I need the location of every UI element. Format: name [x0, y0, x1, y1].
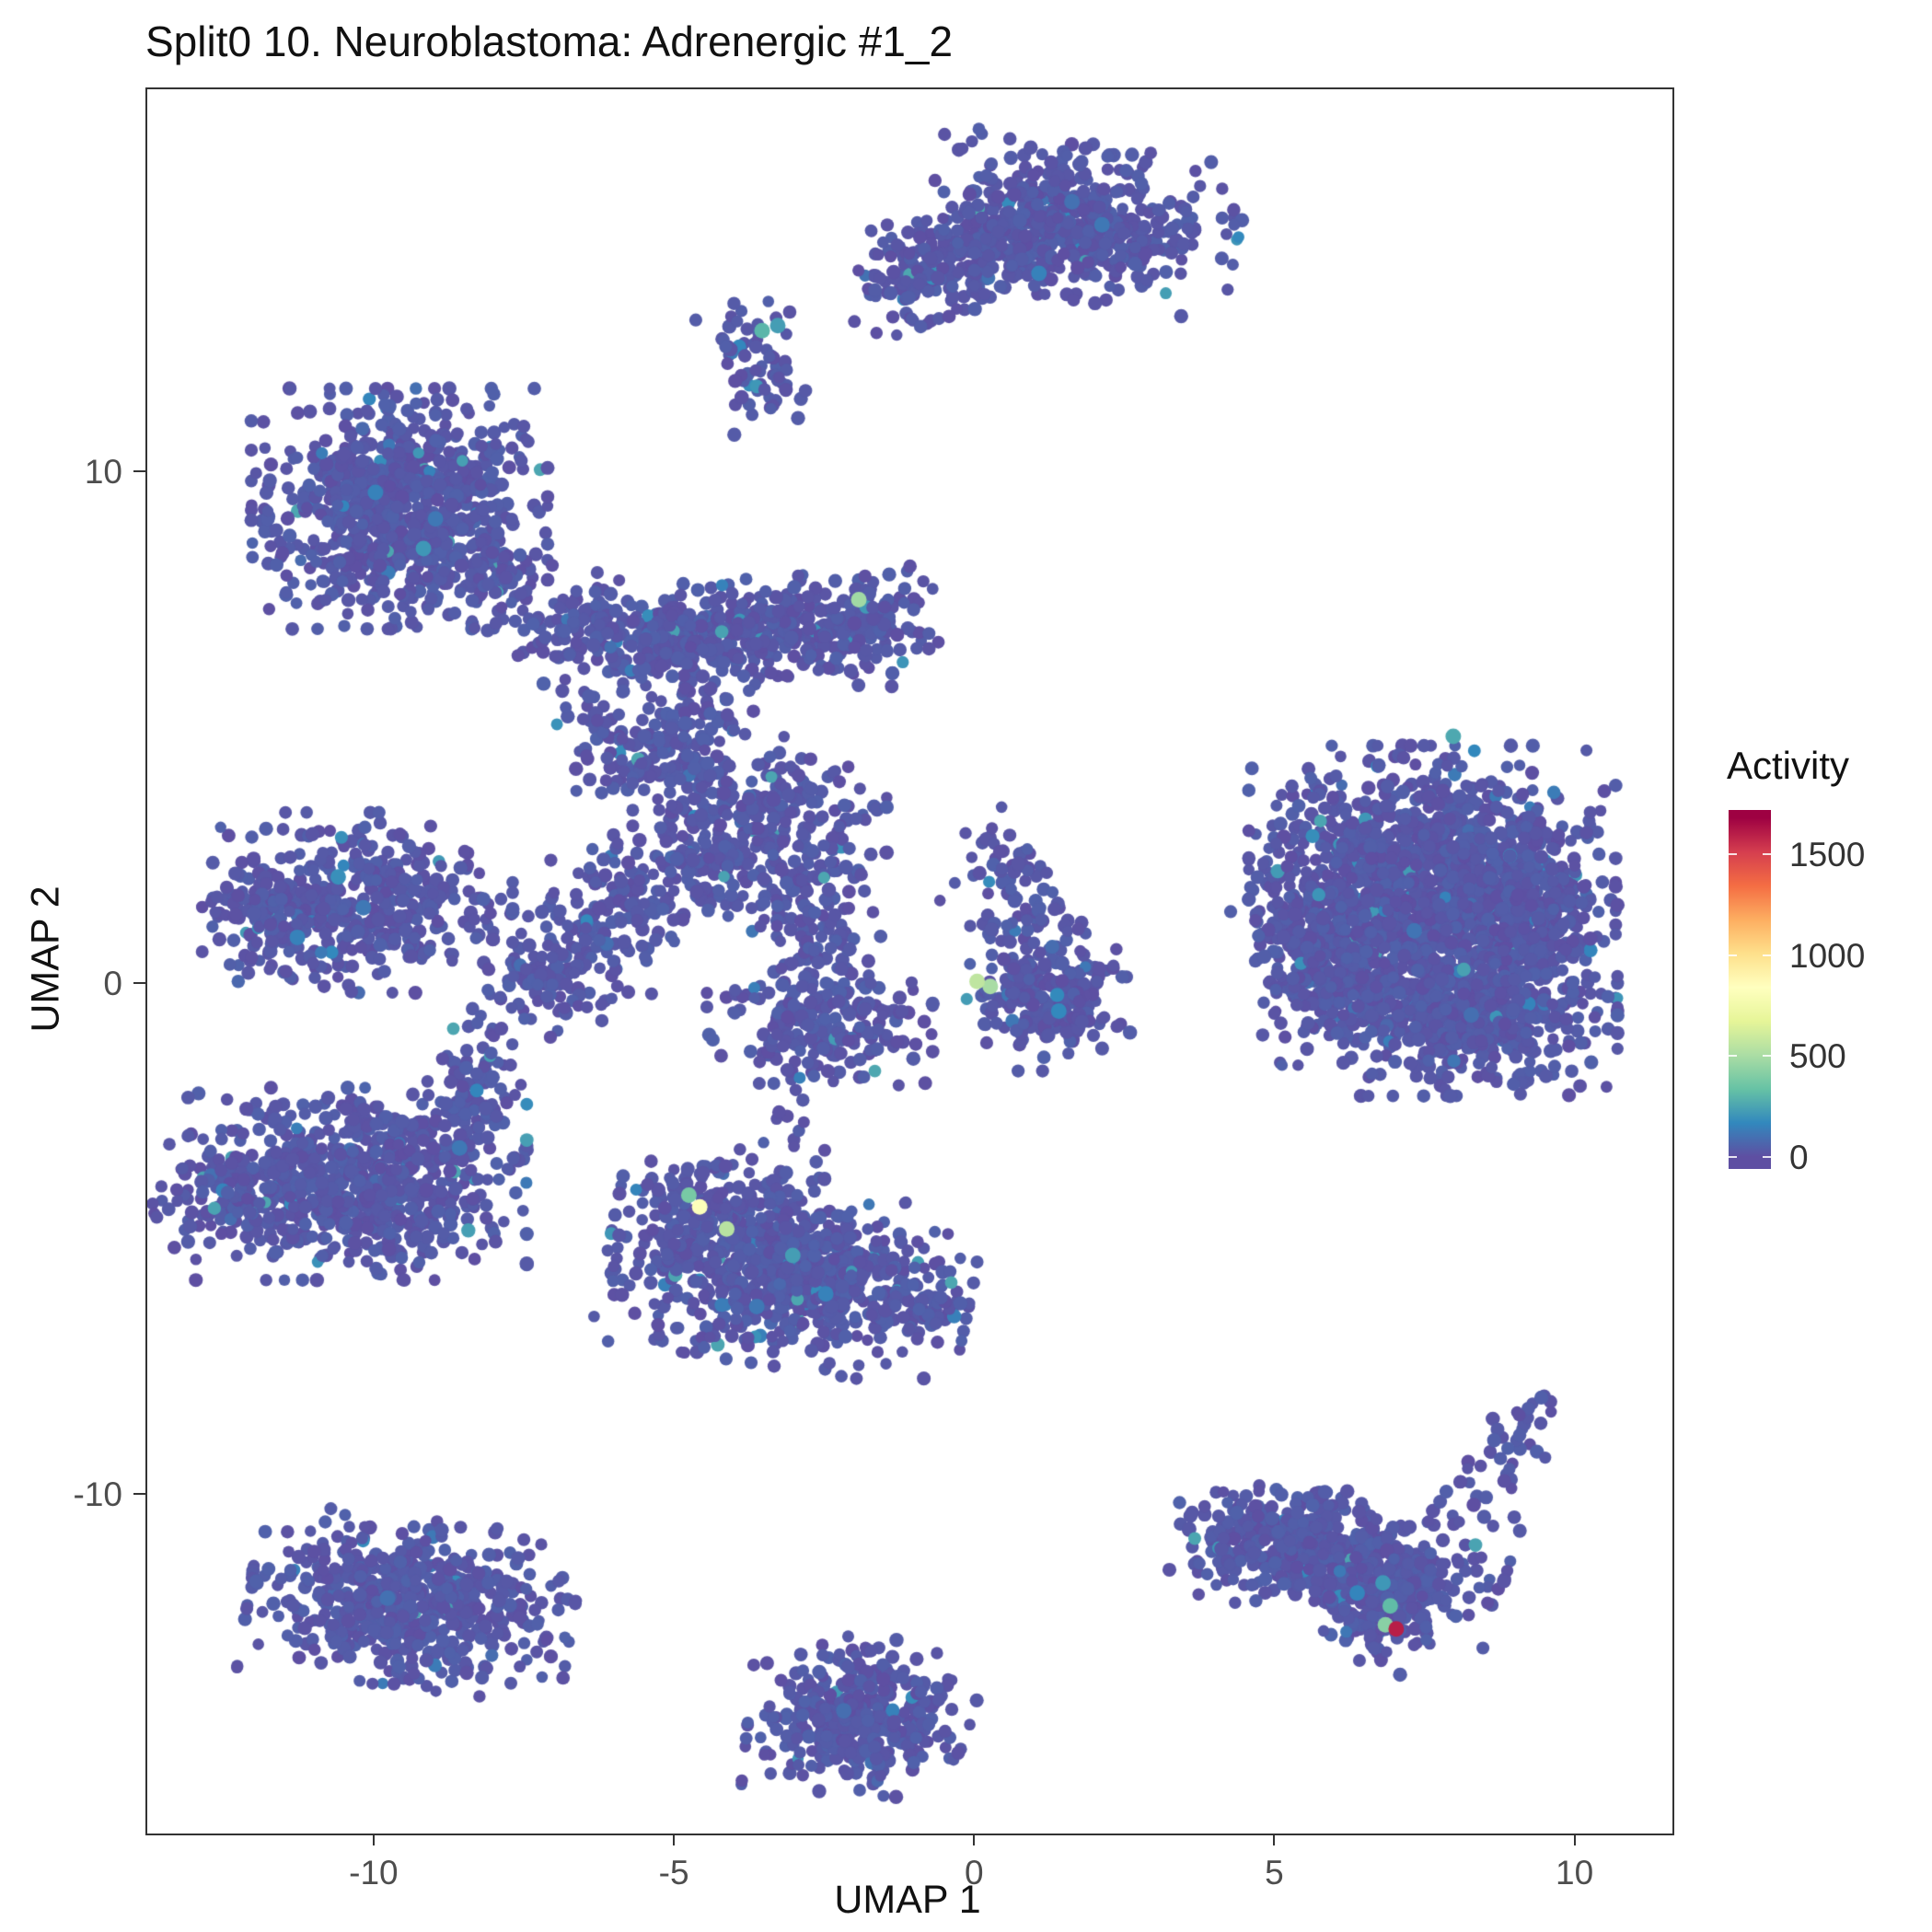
plot-panel [145, 87, 1674, 1835]
y-tick-label: 10 [84, 452, 122, 491]
x-axis-title: UMAP 1 [834, 1878, 981, 1922]
y-tick-mark [133, 469, 145, 472]
x-tick-mark [372, 1834, 375, 1845]
y-tick-mark [133, 1493, 145, 1496]
x-tick-mark [673, 1834, 676, 1845]
legend-tick-mark [1763, 1055, 1771, 1058]
y-axis-title: UMAP 2 [23, 885, 68, 1033]
legend-tick-mark [1729, 1155, 1737, 1158]
legend-tick-label: 0 [1789, 1138, 1809, 1176]
legend-title: Activity [1727, 744, 1850, 787]
y-tick-label: 0 [103, 964, 122, 1002]
legend-tick-mark [1763, 954, 1771, 956]
x-tick-mark [1573, 1834, 1576, 1845]
x-tick-label: -5 [658, 1854, 689, 1892]
y-tick-label: -10 [73, 1475, 122, 1514]
x-tick-label: -10 [349, 1854, 399, 1892]
x-tick-label: 10 [1556, 1854, 1594, 1892]
legend-tick-mark [1763, 1155, 1771, 1158]
legend-tick-label: 500 [1789, 1037, 1846, 1076]
legend-colorbar [1729, 810, 1771, 1169]
plot-title: Split0 10. Neuroblastoma: Adrenergic #1_… [145, 17, 954, 65]
legend-tick-mark [1729, 954, 1737, 956]
x-tick-mark [1273, 1834, 1276, 1845]
y-tick-mark [133, 981, 145, 984]
x-tick-label: 5 [1265, 1854, 1284, 1892]
scatter-canvas [147, 89, 1672, 1834]
legend-tick-label: 1500 [1789, 836, 1866, 874]
legend-tick-mark [1729, 853, 1737, 856]
legend-tick-mark [1729, 1055, 1737, 1058]
x-tick-mark [973, 1834, 976, 1845]
legend-tick-mark [1763, 853, 1771, 856]
legend-tick-label: 1000 [1789, 936, 1866, 975]
x-tick-label: 0 [964, 1854, 984, 1892]
